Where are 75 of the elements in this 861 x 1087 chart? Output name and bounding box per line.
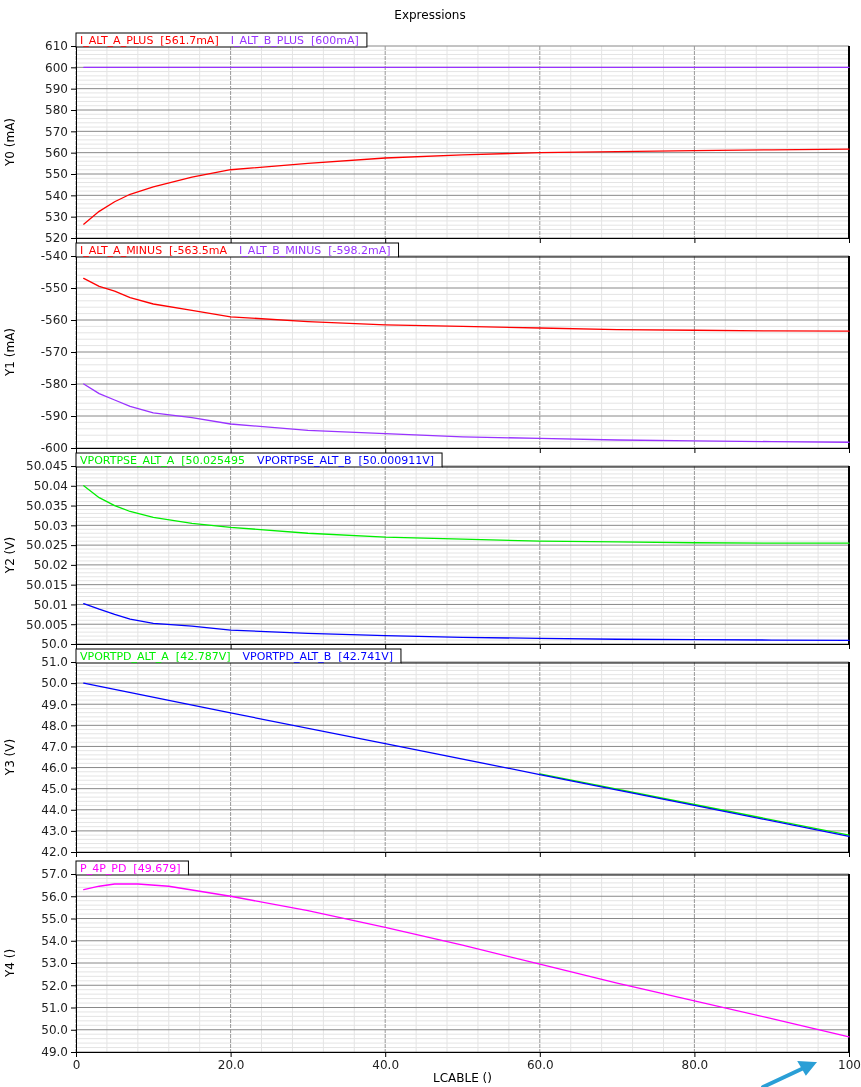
line-series — [83, 485, 850, 544]
text: VPORTPSE_ALT_B [50.000911V] — [257, 454, 435, 467]
series-label: P_4P_PD [49.679] — [80, 862, 181, 875]
y-tick-label: 55.0 — [41, 911, 68, 926]
line-series — [83, 883, 850, 1038]
text: VPORTPD_ALT_B [42.741V] — [242, 650, 393, 663]
x-tick-label: 100 — [838, 1057, 861, 1072]
y-tick-label: -540 — [40, 249, 68, 264]
line-series — [83, 682, 850, 838]
y-tick-label: 51.0 — [41, 655, 68, 670]
line-series — [83, 603, 850, 642]
line-series — [83, 277, 850, 332]
y-tick-label: 530 — [45, 210, 68, 225]
y-tick-label: 570 — [45, 124, 68, 139]
y-tick-label: 49.0 — [41, 697, 68, 712]
y-tick-label: -560 — [40, 313, 68, 328]
y-tick-label: -550 — [40, 281, 68, 296]
y-tick-label: 520 — [45, 231, 68, 246]
y-axis-title: Y2 (V) — [3, 536, 17, 575]
y-tick-label: 50.025 — [26, 538, 68, 553]
y-tick-label: 50.045 — [26, 459, 68, 474]
y-tick-label: -590 — [40, 409, 68, 424]
y-tick-label: 45.0 — [41, 782, 68, 797]
y-tick-label: 44.0 — [41, 803, 68, 818]
x-tick-label: 20.0 — [217, 1057, 245, 1072]
y-tick-label: 50.02 — [33, 558, 68, 573]
y-tick-label: 49.0 — [41, 1045, 68, 1060]
y-tick-label: 600 — [45, 60, 68, 75]
y-tick-label: -600 — [40, 441, 68, 456]
y-tick-label: 50.03 — [33, 518, 68, 533]
y-tick-label: 47.0 — [41, 739, 68, 754]
y-tick-label: 50.0 — [41, 637, 68, 652]
y-tick-label: 46.0 — [41, 760, 68, 775]
x-axis-title: LCABLE () — [433, 1071, 492, 1085]
chart-title: Expressions — [394, 8, 466, 22]
x-tick-label: 40.0 — [372, 1057, 400, 1072]
line-series — [83, 383, 850, 443]
y-tick-label: 57.0 — [41, 867, 68, 882]
y-tick-label: 50.0 — [41, 1023, 68, 1038]
y-tick-label: 50.01 — [33, 597, 68, 612]
line-series — [83, 148, 850, 225]
series-label: I_ALT_A_MINUS [-563.5mA — [80, 244, 228, 257]
y-tick-label: 51.0 — [41, 1000, 68, 1015]
y-tick-label: 50.015 — [26, 578, 68, 593]
series-label: VPORTPSE_ALT_A [50.025495 — [80, 454, 246, 467]
y-tick-label: -580 — [40, 377, 68, 392]
y-tick-label: 53.0 — [41, 956, 68, 971]
y-tick-label: 590 — [45, 82, 68, 97]
y-tick-label: 580 — [45, 103, 68, 118]
y-tick-label: 50.005 — [26, 617, 68, 632]
y-tick-label: 42.0 — [41, 845, 68, 860]
text: I_ALT_A_PLUS [561.7mA] — [80, 34, 219, 47]
y-axis-title: Y1 (mA) — [3, 327, 17, 378]
y-axis-title: Y3 (V) — [3, 738, 17, 777]
y-tick-label: 550 — [45, 167, 68, 182]
y-tick-label: 50.0 — [41, 676, 68, 691]
text: I_ALT_B_MINUS [-598.2mA] — [239, 244, 391, 257]
y-tick-label: 560 — [45, 146, 68, 161]
y-axis-title: Y0 (mA) — [3, 117, 17, 168]
y-axis-title: Y4 () — [3, 948, 17, 979]
x-tick-label: 60.0 — [526, 1057, 554, 1072]
y-tick-label: 56.0 — [41, 889, 68, 904]
y-tick-label: 540 — [45, 188, 68, 203]
series-label: I_ALT_B_PLUS [600mA] — [230, 34, 359, 47]
y-tick-label: 48.0 — [41, 718, 68, 733]
y-tick-label: 54.0 — [41, 934, 68, 949]
y-tick-label: -570 — [40, 345, 68, 360]
y-tick-label: 43.0 — [41, 824, 68, 839]
y-tick-label: 50.035 — [26, 498, 68, 513]
x-tick-label: 80.0 — [681, 1057, 709, 1072]
y-tick-label: 610 — [45, 39, 68, 54]
x-tick-label: 0 — [72, 1057, 81, 1072]
y-tick-label: 50.04 — [33, 479, 68, 494]
y-tick-label: 52.0 — [41, 978, 68, 993]
text: VPORTPD_ALT_A [42.787V] — [80, 650, 231, 663]
